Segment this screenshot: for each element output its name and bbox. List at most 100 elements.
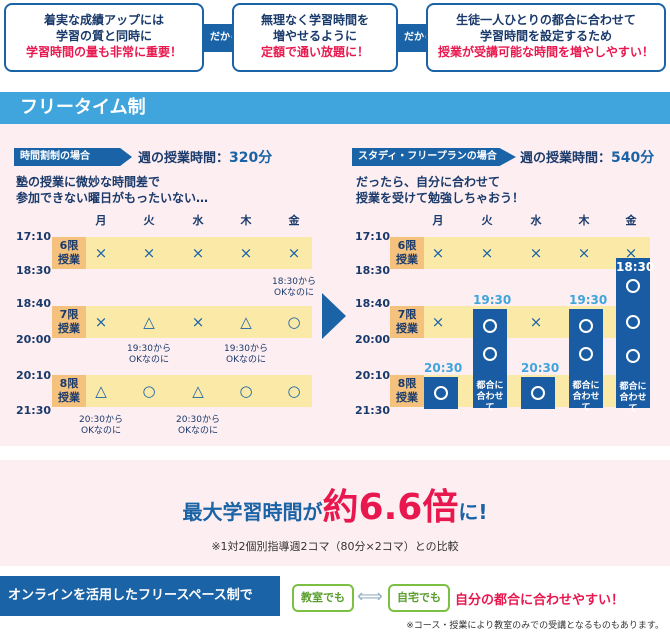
right-weekly-hours: 週の授業時間：540分: [520, 147, 654, 167]
bar-tue-time: 19:30: [473, 293, 512, 307]
bottom-footnote: ※コース・授業により教室のみでの受講となるものもあります。: [406, 621, 664, 631]
right-r1-thu: ×: [577, 244, 591, 262]
bar-tue-adjust: 都合に合わせて: [476, 381, 504, 413]
right-row2-end: 20:00: [355, 333, 391, 346]
left-r3-fri: ○: [287, 382, 301, 400]
bar-fri: 18:30 都合に合わせて: [616, 258, 654, 414]
left-row2-start: 18:40: [16, 297, 52, 310]
bar-wed: 20:30: [521, 361, 559, 409]
left-note-wed8-1: 20:30から: [176, 415, 220, 425]
left-note-fri7: 18:30から OKなのに: [259, 277, 329, 299]
right-row3-period: 8限 授業: [390, 375, 424, 407]
right-row1-start: 17:10: [355, 230, 391, 243]
left-r2-fri: ○: [287, 313, 301, 331]
left-day-tue: 火: [143, 214, 155, 227]
bottom-tagline: 自分の都合に合わせやすい！: [455, 593, 625, 608]
bar-fri-adjust: 都合に合わせて: [619, 382, 647, 414]
right-desc-1: だったら、自分に合わせて: [356, 175, 501, 189]
right-row2-period-sub: 授業: [396, 322, 418, 335]
left-r2-tue: △: [143, 313, 155, 331]
left-note-thu7-1: 19:30から: [224, 344, 268, 354]
bar-tue-circle-2: [483, 347, 497, 361]
reason-box-2-line2: 増やせるように: [272, 29, 357, 43]
reason-box-1-line1: 着実な成績アップには: [43, 13, 164, 27]
reason-box-3-line2: 学習時間を設定するため: [479, 29, 612, 43]
right-r1-tue: ×: [480, 244, 494, 262]
left-r1-mon: ×: [94, 244, 108, 262]
left-row3-period-label: 8限: [59, 377, 79, 390]
result-prefix: 最大学習時間が: [182, 500, 323, 524]
right-r1-fri: ×: [624, 244, 638, 262]
left-row1-period: 6限 授業: [52, 237, 86, 269]
left-note-mon8: 20:30から OKなのに: [66, 415, 136, 437]
left-note-fri7-1: 18:30から: [272, 277, 316, 287]
right-row2-period-label: 7限: [397, 308, 417, 321]
right-row2-period: 7限 授業: [390, 306, 424, 338]
bar-fri-circle-2: [626, 315, 640, 329]
left-note-mon8-1: 20:30から: [79, 415, 123, 425]
left-note-fri7-2: OKなのに: [274, 288, 314, 298]
bar-thu: 19:30 都合に合わせて: [569, 293, 607, 413]
right-hours-label: 週の授業時間：: [520, 151, 612, 166]
left-r1-tue: ×: [142, 244, 156, 262]
left-note-mon8-2: OKなのに: [81, 426, 121, 436]
right-day-mon: 月: [432, 214, 444, 227]
reason-box-3-line3: 授業が受講可能な時間を増やしやすい！: [438, 45, 654, 59]
place-home: 自宅でも: [388, 584, 450, 612]
left-desc-2: 参加できない曜日がもったいない…: [16, 191, 209, 205]
reason-box-3: 生徒一人ひとりの都合に合わせて 学習時間を設定するため 授業が受講可能な時間を増…: [426, 3, 666, 72]
left-r3-wed: △: [192, 382, 204, 400]
right-row1-period: 6限 授業: [390, 237, 424, 269]
right-r2-mon: ×: [431, 313, 445, 331]
right-r1-wed: ×: [529, 244, 543, 262]
right-row1-period-sub: 授業: [396, 253, 418, 266]
left-row2-end: 20:00: [16, 333, 52, 346]
right-day-fri: 金: [625, 214, 637, 227]
reason-box-1: 着実な成績アップには 学習の質と同時に 学習時間の量も非常に重要！: [4, 3, 204, 72]
left-r1-fri: ×: [287, 244, 301, 262]
left-day-thu: 木: [240, 214, 252, 227]
bar-mon-time: 20:30: [424, 361, 463, 375]
right-hours-value: 540分: [611, 150, 655, 166]
reason-box-3-line1: 生徒一人ひとりの都合に合わせて: [456, 13, 636, 27]
left-r1-thu: ×: [239, 244, 253, 262]
right-row3-start: 20:10: [355, 369, 391, 382]
free-plan-tag: スタディ・フリープランの場合: [352, 148, 516, 166]
right-day-tue: 火: [481, 214, 493, 227]
right-row1-end: 18:30: [355, 264, 391, 277]
right-row1-period-label: 6限: [397, 239, 417, 252]
bar-wed-circle: [531, 386, 545, 400]
right-day-wed: 水: [530, 214, 542, 227]
result-headline: 最大学習時間が約6.6倍に!: [0, 478, 670, 530]
bar-thu-time: 19:30: [569, 293, 608, 307]
result-panel: [0, 460, 670, 566]
bar-wed-time: 20:30: [521, 361, 560, 375]
left-day-fri: 金: [288, 214, 300, 227]
left-row3-band: [52, 375, 312, 407]
left-row3-period-sub: 授業: [58, 391, 80, 404]
left-row2-period: 7限 授業: [52, 306, 86, 338]
bar-thu-circle-2: [579, 347, 593, 361]
right-row2-band: [390, 306, 650, 338]
right-desc-2: 授業を受けて勉強しちゃおう！: [356, 191, 525, 205]
reason-box-1-line3: 学習時間の量も非常に重要！: [25, 45, 182, 59]
right-row3-period-label: 8限: [397, 377, 417, 390]
left-note-thu7: 19:30から OKなのに: [211, 344, 281, 366]
left-r2-wed: ×: [191, 313, 205, 331]
left-r2-thu: △: [240, 313, 252, 331]
right-row2-start: 18:40: [355, 297, 391, 310]
bar-fri-circle-1: [626, 279, 640, 293]
bar-tue: 19:30 都合に合わせて: [473, 293, 511, 413]
left-row1-end: 18:30: [16, 264, 52, 277]
left-weekly-hours: 週の授業時間：320分: [138, 147, 272, 167]
bar-tue-circle-1: [483, 319, 497, 333]
timetable-tag: 時間割制の場合: [14, 148, 132, 166]
left-row1-start: 17:10: [16, 230, 52, 243]
left-r3-tue: ○: [142, 382, 156, 400]
place-classroom: 教室でも: [292, 584, 354, 612]
right-row3-period-sub: 授業: [396, 391, 418, 404]
left-r3-thu: ○: [239, 382, 253, 400]
right-r1-mon: ×: [431, 244, 445, 262]
swap-arrow-icon: ⟺: [357, 586, 383, 607]
left-row1-period-sub: 授業: [58, 253, 80, 266]
